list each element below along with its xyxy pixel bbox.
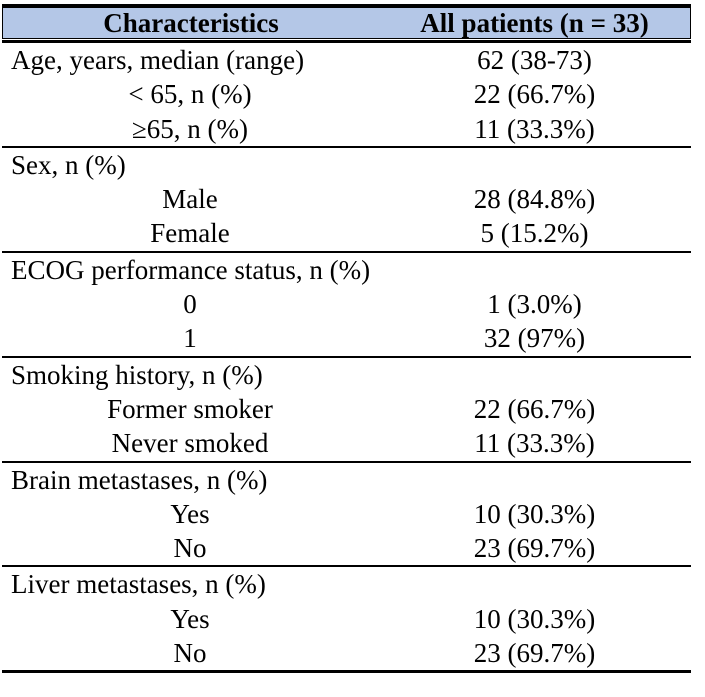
row-value: 22 (66.7%) <box>473 79 596 110</box>
table-row: ≥65, n (%) 11 (33.3%) <box>2 112 691 146</box>
row-label: Brain metastases, n (%) <box>11 464 268 495</box>
table-row: Male 28 (84.8%) <box>2 182 691 216</box>
table-row: Age, years, median (range) 62 (38-73) <box>2 43 691 77</box>
row-value: 1 (3.0%) <box>487 289 582 320</box>
column-header-characteristics: Characteristics <box>103 7 279 38</box>
table-row: Never smoked 11 (33.3%) <box>2 426 691 460</box>
row-value: 23 (69.7%) <box>473 638 596 669</box>
row-label: Never smoked <box>111 428 269 459</box>
row-label: Female <box>150 218 230 249</box>
table-body: Age, years, median (range) 62 (38-73) < … <box>2 40 691 674</box>
table-row: No 23 (69.7%) <box>2 636 691 670</box>
row-value: 11 (33.3%) <box>474 428 595 459</box>
row-label: Male <box>162 184 218 215</box>
table-row: No 23 (69.7%) <box>2 531 691 565</box>
table-row: < 65, n (%) 22 (66.7%) <box>2 77 691 111</box>
row-value: 10 (30.3%) <box>473 603 596 634</box>
row-label: Age, years, median (range) <box>11 45 305 75</box>
row-value: 10 (30.3%) <box>473 498 596 529</box>
row-label: No <box>173 533 207 564</box>
row-label: ECOG performance status, n (%) <box>11 254 371 285</box>
row-label: Yes <box>170 603 210 634</box>
row-label: < 65, n (%) <box>128 79 252 110</box>
table-row: 1 32 (97%) <box>2 321 691 355</box>
row-label: Yes <box>170 498 210 529</box>
table-row: Former smoker 22 (66.7%) <box>2 392 691 426</box>
table-row: Smoking history, n (%) <box>2 355 691 392</box>
row-label: Liver metastases, n (%) <box>11 569 266 600</box>
column-header-all-patients: All patients (n = 33) <box>420 7 649 38</box>
row-label: 0 <box>183 289 197 320</box>
row-value: 5 (15.2%) <box>480 218 589 249</box>
table-row: ECOG performance status, n (%) <box>2 250 691 287</box>
row-label: ≥65, n (%) <box>131 113 249 144</box>
characteristics-table: Characteristics All patients (n = 33) Ag… <box>2 4 691 674</box>
row-label: Former smoker <box>107 393 273 424</box>
row-label: Sex, n (%) <box>11 149 126 180</box>
table-row: Sex, n (%) <box>2 145 691 182</box>
row-value: 28 (84.8%) <box>473 184 596 215</box>
table-row: Female 5 (15.2%) <box>2 216 691 250</box>
row-value: 22 (66.7%) <box>473 393 596 424</box>
table-row: Yes 10 (30.3%) <box>2 602 691 636</box>
row-label: No <box>173 638 207 669</box>
row-label: Smoking history, n (%) <box>11 359 263 390</box>
row-value: 62 (38-73) <box>477 45 592 75</box>
row-value: 11 (33.3%) <box>474 113 595 144</box>
row-label: 1 <box>183 323 197 354</box>
table-row: Liver metastases, n (%) <box>2 565 691 601</box>
table-row: Yes 10 (30.3%) <box>2 497 691 531</box>
table-header-row: Characteristics All patients (n = 33) <box>2 4 691 39</box>
table-row: 0 1 (3.0%) <box>2 287 691 321</box>
row-value: 23 (69.7%) <box>473 533 596 564</box>
table-row: Brain metastases, n (%) <box>2 460 691 497</box>
row-value: 32 (97%) <box>483 323 586 354</box>
